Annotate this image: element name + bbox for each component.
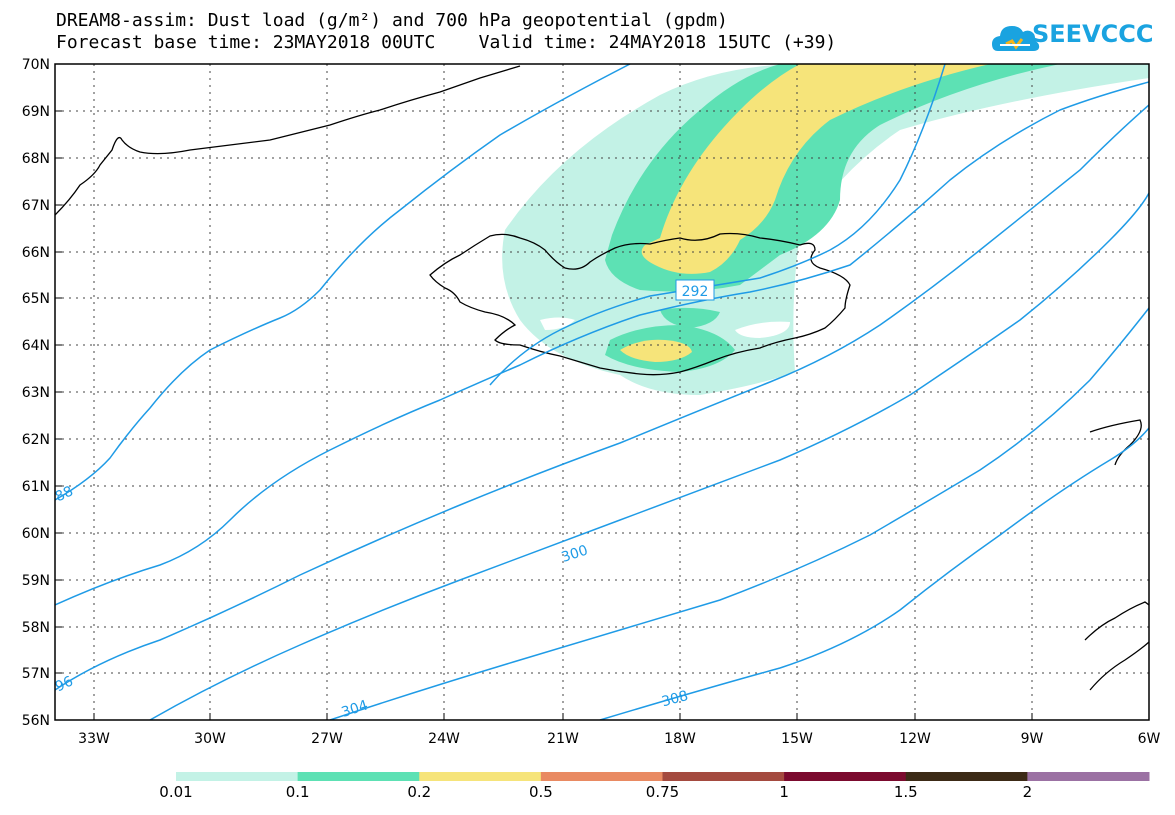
contour-label-300: 300: [560, 542, 590, 565]
lat-label: 56N: [22, 713, 50, 729]
lat-label: 67N: [22, 198, 50, 214]
geopotential-contours: [55, 64, 1149, 720]
longitude-labels: 33W 30W 27W 24W 21W 18W 15W 12W 9W 6W: [78, 731, 1160, 747]
contour-label-296: 96: [53, 673, 76, 695]
dust-region-0.2: [641, 64, 990, 274]
contour-labels: 292 300 304 308 88 96: [53, 279, 715, 721]
colorbar-label: 0.2: [407, 783, 432, 801]
lon-label: 27W: [311, 731, 343, 747]
lat-label: 57N: [22, 666, 50, 682]
greenland-coast: [55, 65, 521, 216]
contour-label-308: 308: [660, 688, 690, 710]
lat-label: 66N: [22, 245, 50, 261]
lat-label: 62N: [22, 432, 50, 448]
colorbar-label: 0.75: [645, 783, 680, 801]
cloud-logo-icon: [992, 26, 1040, 51]
lat-label: 69N: [22, 104, 50, 120]
colorbar-label: 1.5: [893, 783, 918, 801]
colorbar-label: 0.5: [528, 783, 553, 801]
colorbar: [176, 772, 1150, 781]
colorbar-label: 2: [1022, 783, 1033, 801]
lat-label: 58N: [22, 620, 50, 636]
lon-label: 21W: [547, 731, 579, 747]
contour-300: [55, 104, 1149, 691]
lat-label: 63N: [22, 385, 50, 401]
lat-label: 64N: [22, 338, 50, 354]
contour-308: [329, 307, 1149, 720]
lat-label: 65N: [22, 291, 50, 307]
contour-288: [55, 64, 631, 501]
scotland-coast: [1084, 419, 1149, 691]
colorbar-label: 1: [779, 783, 789, 801]
lon-label: 33W: [78, 731, 110, 747]
colorbar-label: 0.01: [159, 783, 193, 801]
dust-region-0.1: [660, 307, 720, 328]
lon-label: 24W: [428, 731, 460, 747]
lat-label: 60N: [22, 526, 50, 542]
colorbar-segment: [905, 772, 1028, 781]
colorbar-segment: [176, 772, 299, 781]
colorbar-segment: [540, 772, 663, 781]
colorbar-segment: [662, 772, 785, 781]
lat-label: 61N: [22, 479, 50, 495]
tick-marks: [55, 63, 1033, 721]
colorbar-segment: [419, 772, 542, 781]
contour-label-292: 292: [682, 284, 709, 300]
lon-label: 6W: [1138, 731, 1161, 747]
lon-label: 30W: [194, 731, 226, 747]
contour-304: [149, 192, 1149, 720]
iceland-coast: [429, 232, 851, 376]
graticule: [55, 64, 1149, 720]
map-subtitle: Forecast base time: 23MAY2018 00UTC Vali…: [56, 32, 837, 53]
logo-text: SEEVCCC: [1032, 20, 1154, 48]
dust-clear-patch: [540, 317, 575, 330]
lon-label: 9W: [1021, 731, 1044, 747]
contour-label-288: 88: [53, 483, 76, 505]
colorbar-label: 0.1: [285, 783, 310, 801]
lon-label: 12W: [899, 731, 931, 747]
lon-label: 18W: [664, 731, 696, 747]
contour-label-304: 304: [340, 697, 370, 721]
colorbar-segment: [784, 772, 907, 781]
colorbar-segment: [297, 772, 420, 781]
latitude-labels: 70N 69N 68N 67N 66N 65N 64N 63N 62N 61N …: [22, 57, 50, 729]
contour-312: [599, 427, 1149, 720]
contour-296: [55, 81, 1149, 606]
contour-292: [489, 64, 946, 386]
coastlines: [55, 65, 1149, 691]
colorbar-segment: [1027, 772, 1150, 781]
map-title: DREAM8-assim: Dust load (g/m²) and 700 h…: [56, 10, 728, 31]
lat-label: 70N: [22, 57, 50, 73]
lon-label: 15W: [781, 731, 813, 747]
lat-label: 68N: [22, 151, 50, 167]
dust-clear-patch: [735, 321, 790, 338]
lat-label: 59N: [22, 573, 50, 589]
